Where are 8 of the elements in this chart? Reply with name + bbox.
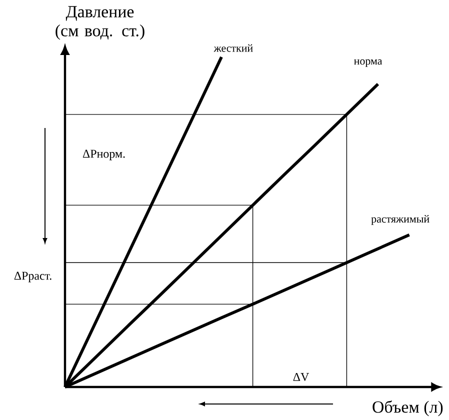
x-axis-title: Объем (л) <box>372 400 443 416</box>
series-label: норма <box>354 59 382 67</box>
y-axis-title: Давление (см вод. ст.) <box>56 6 144 40</box>
series-label: растяжимый <box>371 215 430 225</box>
series-label: жесткий <box>214 44 253 52</box>
annotation: ΔV <box>293 372 310 382</box>
text: ΔPраст. <box>14 272 52 282</box>
annotation: ΔPнорм. <box>82 150 125 160</box>
